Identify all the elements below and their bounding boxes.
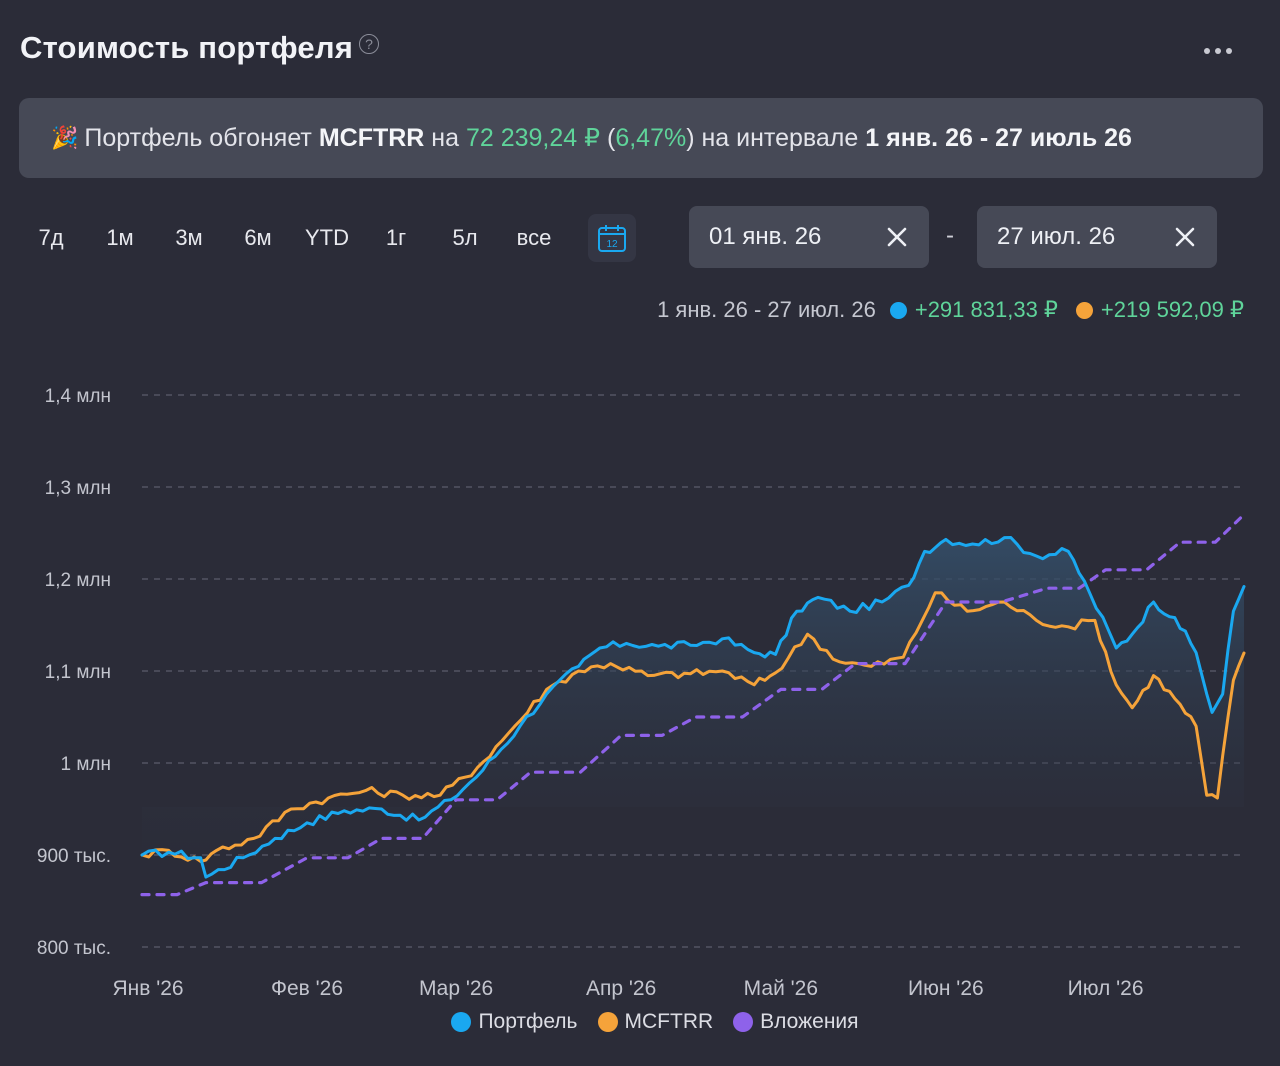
tab-1m[interactable]: 1м (106, 225, 134, 250)
legend-item-benchmark[interactable]: MCFTRR (597, 1010, 714, 1034)
tab-ytd[interactable]: YTD (305, 225, 349, 250)
x-tick-label: Апр '26 (586, 977, 656, 1000)
legend-item-portfolio[interactable]: Портфель (451, 1010, 578, 1034)
banner-percent: 6,47% (615, 123, 687, 152)
y-tick-label: 1,3 млн (45, 478, 111, 499)
x-tick-label: Мар '26 (419, 977, 493, 1000)
party-popper-icon: 🎉 (51, 125, 79, 150)
tab-5y[interactable]: 5л (452, 225, 478, 250)
date-to-field[interactable] (977, 206, 1217, 268)
date-from-input[interactable] (709, 223, 869, 251)
legend-label: Вложения (760, 1010, 859, 1033)
tab-all[interactable]: все (516, 225, 552, 250)
more-options-button[interactable] (1200, 40, 1236, 62)
banner-benchmark: MCFTRR (318, 123, 425, 152)
legend-dot-icon (597, 1012, 618, 1032)
more-dot-icon (1215, 48, 1221, 54)
y-tick-label: 800 тыс. (37, 938, 111, 959)
chart-legend: Портфель MCFTRR Вложения (0, 1010, 1280, 1034)
more-dot-icon (1226, 48, 1232, 54)
x-tick-label: Янв '26 (112, 977, 183, 1000)
x-tick-label: Фев '26 (271, 977, 343, 1000)
banner-text: на (431, 123, 460, 152)
y-tick-label: 1,2 млн (45, 570, 111, 591)
legend-label: MCFTRR (624, 1010, 714, 1033)
banner-paren: ( (607, 123, 616, 152)
x-tick-label: Май '26 (744, 977, 818, 1000)
portfolio-area (142, 537, 1244, 878)
chart-header: Стоимость портфеля ? (20, 30, 380, 66)
comparison-banner: 🎉 Портфель обгоняет MCFTRR на 72 239,24 … (19, 98, 1263, 178)
banner-amount: 72 239,24 ₽ (465, 124, 601, 152)
period-tabs: 7д 1м 3м 6м YTD 1г 5л все 12 (20, 212, 636, 264)
more-dot-icon (1204, 48, 1210, 54)
x-tick-label: Июн '26 (908, 977, 984, 1000)
tab-6m[interactable]: 6м (244, 225, 272, 250)
calendar-button[interactable]: 12 (588, 214, 636, 262)
banner-paren: ) (686, 123, 695, 152)
calendar-day: 12 (606, 239, 618, 250)
help-icon[interactable]: ? (359, 34, 380, 54)
portfolio-chart[interactable]: 800 тыс. 900 тыс. 1 млн 1,1 млн 1,2 млн 1,3 м… (0, 340, 1280, 1005)
date-separator: - (946, 222, 954, 249)
tab-3m[interactable]: 3м (175, 225, 203, 250)
portfolio-change: +291 831,33 ₽ (914, 297, 1058, 322)
date-to-input[interactable] (997, 223, 1123, 251)
tab-7d[interactable]: 7д (38, 225, 64, 250)
benchmark-dot-icon (1075, 301, 1093, 319)
date-from-field[interactable] (689, 206, 929, 268)
calendar-icon: 12 (598, 225, 626, 252)
x-tick-label: Июл '26 (1068, 977, 1144, 1000)
summary-range: 1 янв. 26 - 27 июл. 26 (657, 297, 876, 322)
series-line-portfolio[interactable] (140, 536, 1246, 879)
page-title: Стоимость портфеля (20, 30, 354, 65)
legend-dot-icon (451, 1012, 472, 1032)
range-summary: 1 янв. 26 - 27 июл. 26 +291 831,33 ₽ +21… (657, 297, 1244, 323)
y-tick-label: 1,1 млн (45, 662, 111, 683)
close-icon[interactable] (1173, 225, 1197, 249)
benchmark-change: +219 592,09 ₽ (1100, 297, 1244, 322)
y-tick-label: 1,4 млн (45, 386, 111, 407)
close-icon[interactable] (885, 225, 909, 249)
series-line-invested[interactable] (140, 513, 1246, 897)
banner-text: Портфель обгоняет (84, 123, 312, 152)
legend-label: Портфель (478, 1010, 578, 1033)
series-line-mcftrr[interactable] (140, 591, 1246, 863)
legend-dot-icon (733, 1012, 754, 1032)
banner-text: на интервале (701, 123, 859, 152)
portfolio-dot-icon (889, 301, 907, 319)
tab-1y[interactable]: 1г (385, 225, 407, 250)
y-tick-label: 1 млн (61, 754, 112, 775)
banner-interval: 1 янв. 26 - 27 июль 26 (865, 123, 1132, 152)
legend-item-invested[interactable]: Вложения (733, 1010, 859, 1034)
y-tick-label: 900 тыс. (37, 846, 111, 867)
